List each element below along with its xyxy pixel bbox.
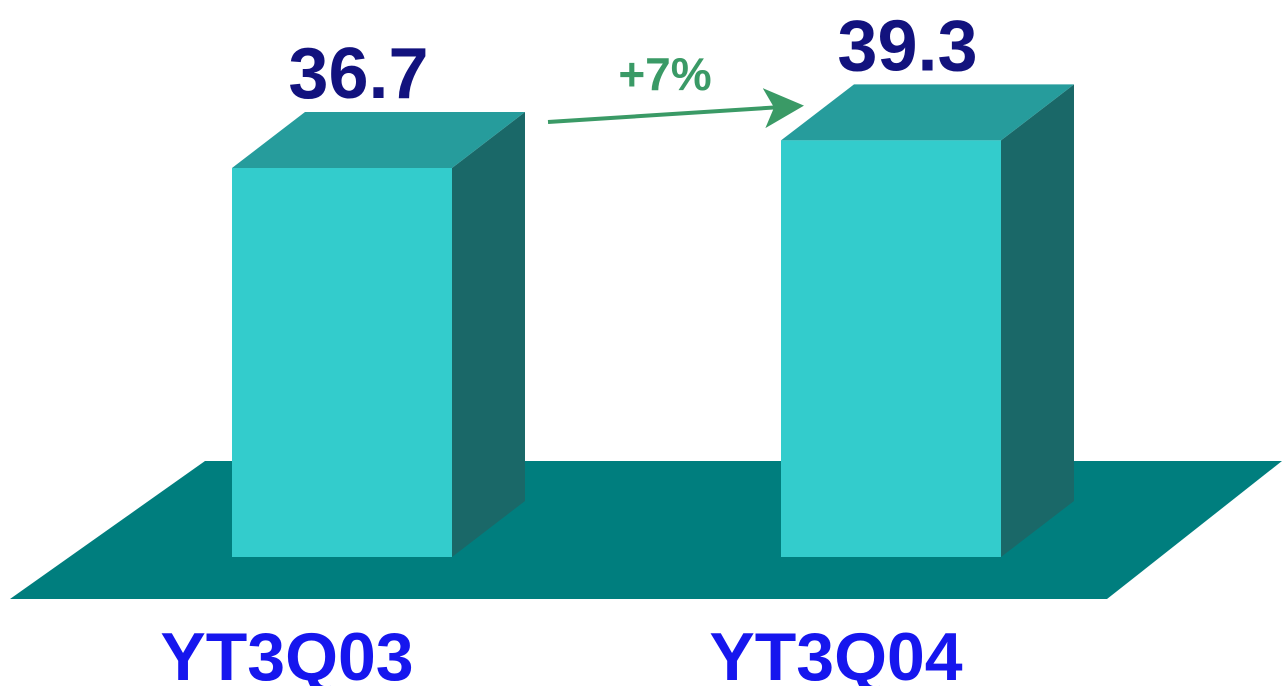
- value-label: 36.7: [288, 34, 428, 114]
- category-labels-group: YT3Q03 YT3Q04: [160, 619, 962, 686]
- bar-side-face: [1001, 84, 1074, 558]
- change-annotation-group: +7%: [547, 48, 804, 129]
- bars-group: [232, 84, 1074, 558]
- category-label: YT3Q03: [160, 619, 413, 686]
- change-percent-label: +7%: [618, 48, 711, 100]
- change-arrow: [547, 88, 804, 129]
- bar-yt3q03: [232, 111, 525, 558]
- value-label: 39.3: [837, 6, 977, 86]
- bar-top-face: [232, 111, 525, 168]
- value-labels-group: 36.7 39.3: [288, 6, 977, 114]
- bar-side-face: [452, 111, 525, 557]
- category-label: YT3Q04: [709, 619, 962, 686]
- bar-front-face: [232, 167, 452, 558]
- bar-front-face: [781, 140, 1001, 558]
- bar-yt3q04: [781, 84, 1074, 558]
- chart-floor: [10, 461, 1282, 599]
- bar-top-face: [781, 84, 1074, 141]
